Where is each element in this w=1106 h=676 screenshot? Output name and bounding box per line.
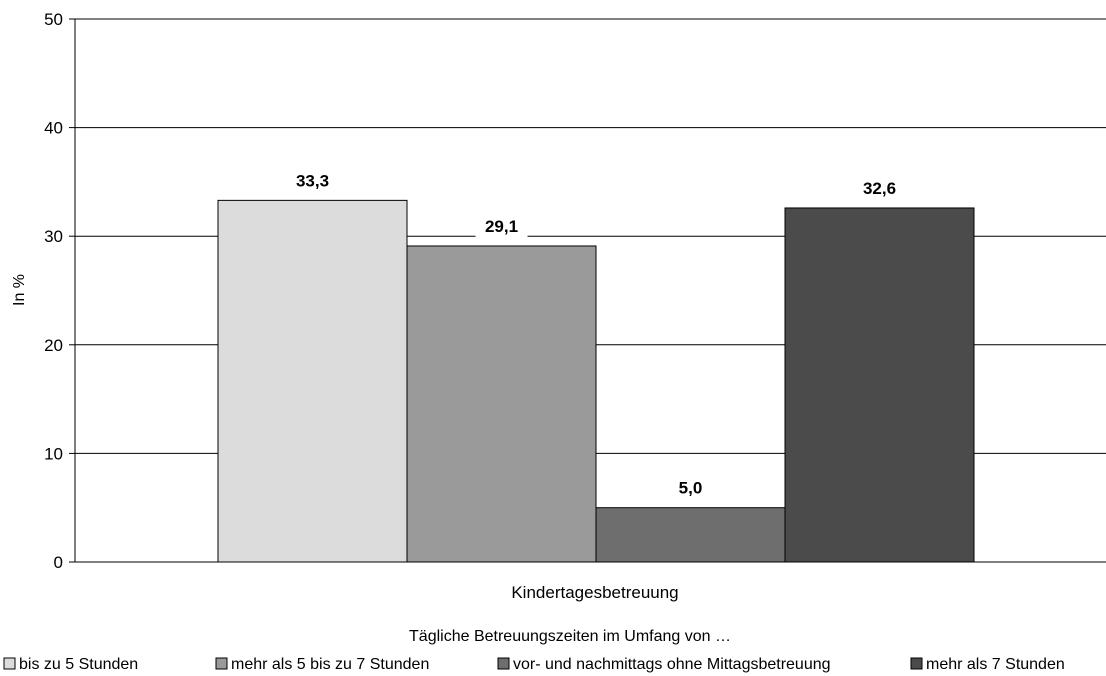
data-label-bg <box>475 213 528 238</box>
bar <box>217 199 408 563</box>
y-tick-label: 0 <box>54 553 63 572</box>
legend-entry: vor- und nachmittags ohne Mittagsbetreuu… <box>513 656 831 673</box>
x-category-label: Kindertagesbetreuung <box>511 583 678 602</box>
legend-swatch <box>910 657 923 670</box>
legend-entry: bis zu 5 Stunden <box>19 656 138 673</box>
y-tick-label: 50 <box>44 10 63 29</box>
y-axis-title: In % <box>11 274 28 306</box>
data-label-bg <box>853 175 906 200</box>
y-tick-labels: 0 10 20 30 40 50 <box>44 10 63 572</box>
legend: bis zu 5 Stunden mehr als 5 bis zu 7 Stun… <box>3 656 1065 673</box>
bar <box>784 207 975 563</box>
y-tick-label: 30 <box>44 227 63 246</box>
legend-swatch <box>215 657 228 670</box>
data-label-bg <box>286 168 339 193</box>
legend-swatch <box>497 657 510 670</box>
data-label: 32,6 <box>863 179 896 198</box>
legend-title: Tägliche Betreuungszeiten im Umfang von … <box>409 628 731 645</box>
bars <box>217 199 975 563</box>
data-label: 29,1 <box>485 217 518 236</box>
y-tick-label: 40 <box>44 119 63 138</box>
legend-swatch <box>3 657 16 670</box>
y-tick-label: 10 <box>44 444 63 463</box>
data-label: 5,0 <box>679 479 703 498</box>
data-labels: 33,3 29,1 5,0 32,6 <box>286 168 906 500</box>
y-tick-label: 20 <box>44 336 63 355</box>
legend-entry: mehr als 5 bis zu 7 Stunden <box>231 656 429 673</box>
data-label-bg <box>664 475 717 500</box>
bar <box>595 507 786 563</box>
bar <box>406 245 597 563</box>
data-label: 33,3 <box>296 171 329 190</box>
legend-entry: mehr als 7 Stunden <box>926 656 1065 673</box>
axes <box>74 19 1106 563</box>
